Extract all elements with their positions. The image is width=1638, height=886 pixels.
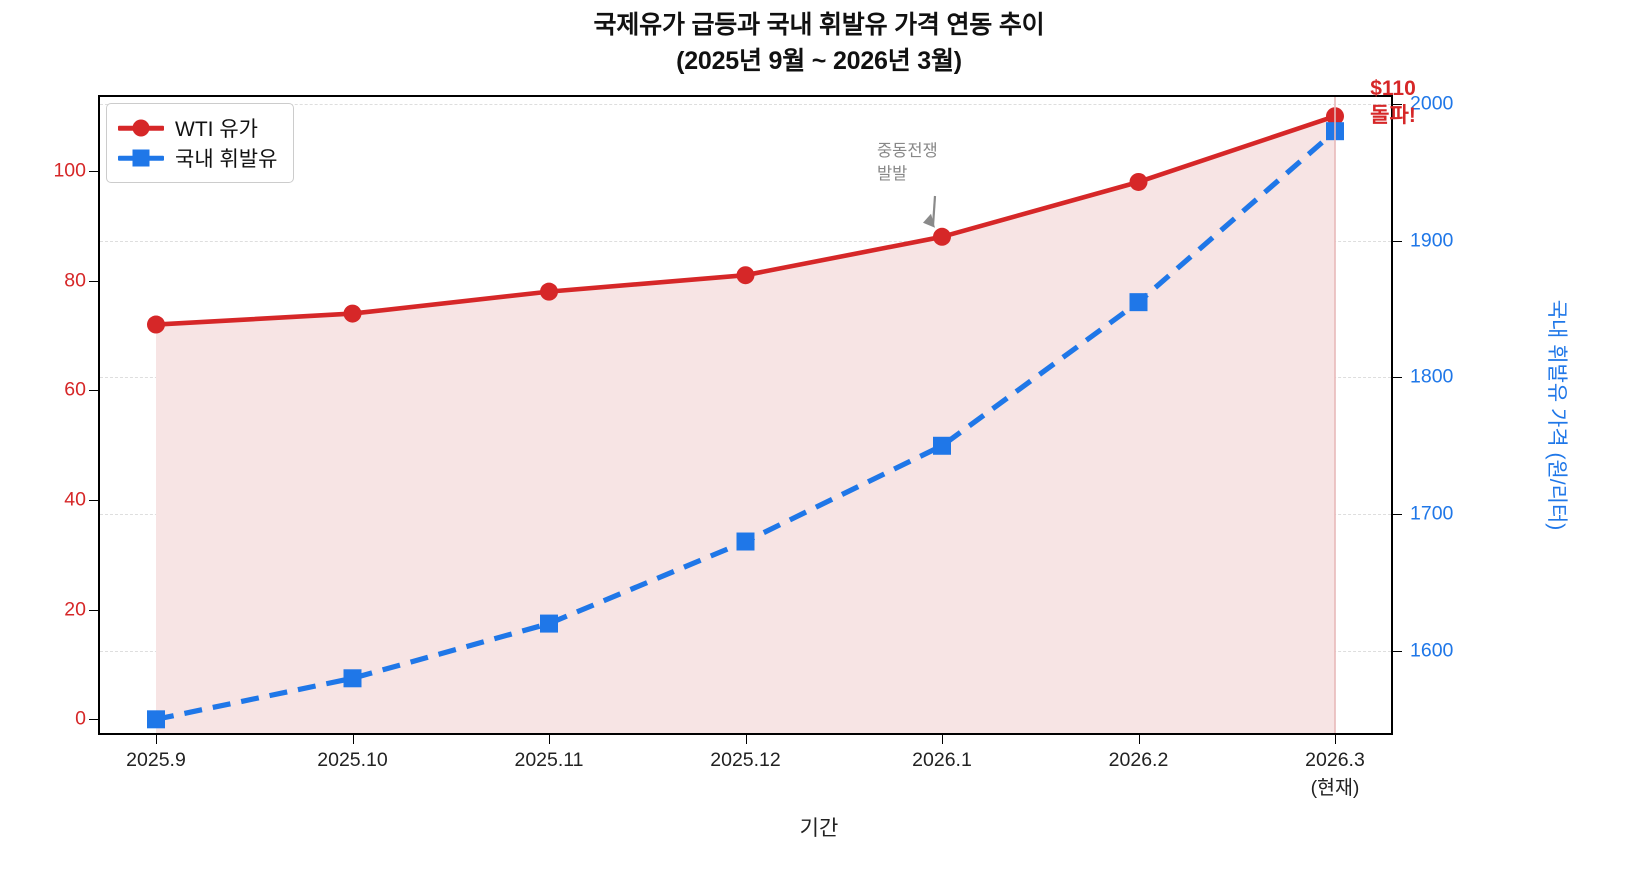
right-axis-tick-mark bbox=[1393, 103, 1402, 105]
right-axis-tick-label: 2000 bbox=[1410, 92, 1454, 115]
x-axis-tick-label: 2026.1 bbox=[912, 749, 972, 771]
right-axis-tick-label: 1700 bbox=[1410, 502, 1454, 525]
legend-label-wti: WTI 유가 bbox=[175, 118, 258, 141]
left-axis-tick-label: 0 bbox=[75, 707, 86, 730]
legend-label-gasoline: 국내 휘발유 bbox=[175, 148, 278, 171]
x-axis-tick-label: 2026.3 (현재) bbox=[1305, 749, 1365, 800]
x-axis-tick-label: 2025.11 bbox=[514, 749, 584, 771]
legend-item-wti[interactable]: WTI 유가 bbox=[118, 113, 277, 143]
x-axis-tick-mark bbox=[549, 735, 550, 744]
x-axis-tick-label: 2026.2 bbox=[1108, 749, 1169, 771]
plot-area bbox=[98, 95, 1393, 735]
right-axis-title: 국내 휘발유 가격 (원/리터) bbox=[1545, 299, 1568, 531]
legend-marker-square-icon bbox=[118, 147, 164, 169]
left-axis-tick-mark bbox=[89, 390, 98, 392]
x-axis-tick-mark bbox=[156, 735, 157, 744]
left-axis-tick-label: 100 bbox=[53, 159, 86, 182]
left-axis-tick-label: 40 bbox=[64, 488, 86, 511]
war-annotation-label: 중동전쟁 발발 bbox=[877, 142, 938, 184]
right-axis-tick-mark bbox=[1393, 650, 1402, 652]
right-axis-tick-label: 1900 bbox=[1410, 229, 1454, 252]
right-axis-tick-label: 1800 bbox=[1410, 365, 1454, 388]
x-axis-tick-mark bbox=[352, 735, 354, 744]
x-axis-tick-mark bbox=[942, 735, 943, 744]
peak-annotation-label: $110 돌파! bbox=[1370, 77, 1416, 127]
x-axis-tick-mark bbox=[1138, 735, 1140, 744]
left-axis-tick-label: 60 bbox=[64, 378, 86, 401]
x-axis-tick-label: 2025.12 bbox=[710, 749, 781, 771]
right-axis-tick-mark bbox=[1393, 377, 1402, 379]
chart-title-main: 국제유가 급등과 국내 휘발유 가격 연동 추이 bbox=[593, 11, 1045, 39]
x-axis-tick-mark bbox=[745, 735, 747, 744]
x-axis-tick-label: 2025.10 bbox=[317, 749, 388, 771]
left-axis-tick-label: 80 bbox=[64, 269, 86, 292]
left-axis-tick-mark bbox=[89, 171, 98, 173]
left-axis-tick-mark bbox=[89, 499, 98, 501]
plot-clip bbox=[100, 97, 1391, 733]
legend[interactable]: WTI 유가 국내 휘발유 bbox=[106, 103, 295, 183]
left-axis-tick-mark bbox=[89, 719, 98, 721]
right-axis-tick-label: 1600 bbox=[1410, 639, 1454, 662]
left-axis-tick-label: 20 bbox=[64, 598, 86, 621]
wti-area-fill bbox=[156, 116, 1335, 733]
left-axis-tick-mark bbox=[89, 609, 98, 611]
legend-marker-circle-icon bbox=[118, 117, 164, 139]
legend-item-gasoline[interactable]: 국내 휘발유 bbox=[118, 143, 277, 173]
chart-title: 국제유가 급등과 국내 휘발유 가격 연동 추이 (2025년 9월 ~ 202… bbox=[0, 8, 1638, 79]
area-fill bbox=[156, 116, 1335, 733]
left-axis-title: WTI 국제유가 (달러/배럴) bbox=[0, 303, 1, 528]
x-axis-tick-label: 2025.9 bbox=[126, 749, 186, 771]
chart-title-sub: (2025년 9월 ~ 2026년 3월) bbox=[676, 46, 962, 75]
right-axis-tick-mark bbox=[1393, 240, 1402, 242]
x-axis-tick-mark bbox=[1335, 735, 1336, 744]
x-axis-title: 기간 bbox=[799, 817, 839, 840]
right-axis-tick-mark bbox=[1393, 514, 1402, 516]
left-axis-tick-mark bbox=[89, 280, 98, 282]
gridline bbox=[100, 103, 1391, 105]
